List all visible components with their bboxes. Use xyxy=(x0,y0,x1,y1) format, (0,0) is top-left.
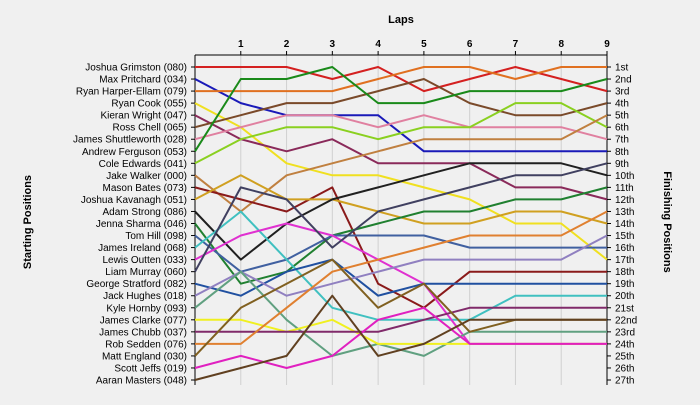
finish-position-label: 13th xyxy=(615,207,634,218)
driver-label: Adam Strong (086) xyxy=(103,207,188,218)
finish-position-label: 9th xyxy=(615,159,629,170)
driver-label: Liam Murray (060) xyxy=(105,267,187,278)
finish-position-label: 17th xyxy=(615,255,634,266)
driver-label: Ryan Harper-Ellam (079) xyxy=(76,87,187,98)
driver-label: Joshua Kavanagh (051) xyxy=(81,195,187,206)
finish-position-label: 24th xyxy=(615,339,634,350)
lap-tick-label: 3 xyxy=(330,39,336,50)
driver-label: Andrew Ferguson (053) xyxy=(82,147,187,158)
finish-position-label: 19th xyxy=(615,279,634,290)
finish-position-label: 25th xyxy=(615,351,634,362)
driver-label: Aaran Masters (048) xyxy=(96,376,187,387)
series-line-16 xyxy=(194,210,607,321)
y-axis-title-right: Finishing Positions xyxy=(661,171,673,272)
finish-position-label: 23rd xyxy=(615,327,635,338)
driver-label: George Stratford (082) xyxy=(86,279,187,290)
driver-label: Jack Hughes (018) xyxy=(103,291,187,302)
finish-position-label: 3rd xyxy=(615,87,629,98)
finish-position-label: 10th xyxy=(615,171,634,182)
series-line-23 xyxy=(195,306,607,333)
finish-position-label: 1st xyxy=(615,63,629,74)
driver-label: Lewis Outten (033) xyxy=(103,255,188,266)
finish-position-label: 21st xyxy=(615,303,634,314)
finish-position-label: 6th xyxy=(615,123,629,134)
series-line-13 xyxy=(194,162,608,261)
lap-tick-label: 4 xyxy=(375,39,381,50)
lap-tick-label: 9 xyxy=(604,39,610,50)
series-line-27 xyxy=(194,294,607,381)
driver-label: Tom Hill (098) xyxy=(125,231,187,242)
series-line-3 xyxy=(195,66,607,93)
driver-label: Mason Bates (073) xyxy=(103,183,188,194)
series-line-9 xyxy=(194,102,608,165)
driver-label: James Clarke (077) xyxy=(100,315,187,326)
finish-position-label: 20th xyxy=(615,291,634,302)
plot-area: 1 2 3 4 5 6 7 8 9 Joshua Grimston (080)Max Pritch… xyxy=(73,39,637,387)
series-line-8 xyxy=(194,66,608,152)
series-line-6 xyxy=(194,78,608,129)
driver-label: James Shuttleworth (028) xyxy=(73,135,187,146)
x-axis-title: Laps xyxy=(388,14,414,26)
finish-position-label: 14th xyxy=(615,219,634,230)
y-axis-title-left: Starting Positions xyxy=(22,175,34,269)
driver-label: James Ireland (068) xyxy=(98,243,187,254)
finish-position-label: 8th xyxy=(615,147,629,158)
finish-position-label: 7th xyxy=(615,135,629,146)
series-line-24 xyxy=(195,210,608,345)
finish-position-label: 15th xyxy=(615,231,634,242)
driver-label: Ryan Cook (055) xyxy=(111,99,187,110)
finish-position-label: 16th xyxy=(615,243,634,254)
driver-label: Ross Chell (065) xyxy=(113,123,187,134)
driver-label: Jenna Sharma (046) xyxy=(96,219,187,230)
finish-position-label: 5th xyxy=(615,111,629,122)
series-line-14 xyxy=(194,186,608,285)
driver-label: Joshua Grimston (080) xyxy=(85,63,187,74)
lap-tick-label: 2 xyxy=(284,39,290,50)
series-line-18 xyxy=(194,162,608,273)
finish-position-label: 4th xyxy=(615,99,629,110)
driver-label: Kieran Wright (047) xyxy=(100,111,187,122)
driver-label: Matt England (030) xyxy=(102,351,187,362)
lap-tick-label: 1 xyxy=(238,39,244,50)
finish-position-label: 12th xyxy=(615,195,634,206)
finish-position-label: 11th xyxy=(615,183,634,194)
driver-label: Cole Edwards (041) xyxy=(99,159,187,170)
series-line-5 xyxy=(194,114,608,201)
driver-label: Max Pritchard (034) xyxy=(99,75,187,86)
lap-tick-label: 5 xyxy=(421,39,427,50)
finish-position-label: 2nd xyxy=(615,75,632,86)
driver-label: Jake Walker (000) xyxy=(106,171,187,182)
lap-tick-label: 8 xyxy=(558,39,564,50)
finish-position-label: 26th xyxy=(615,363,634,374)
driver-label: Rob Sedden (076) xyxy=(105,339,187,350)
finish-position-label: 27th xyxy=(615,376,634,387)
finish-position-label: 18th xyxy=(615,267,634,278)
driver-label: Scott Jeffs (019) xyxy=(114,363,187,374)
finish-position-label: 22nd xyxy=(615,315,637,326)
series-line-15 xyxy=(194,234,607,273)
series-line-20 xyxy=(194,234,608,297)
series-line-7 xyxy=(194,114,608,141)
driver-label: James Chubb (037) xyxy=(99,327,187,338)
lap-tick-label: 6 xyxy=(467,39,473,50)
driver-label: Kyle Hornby (093) xyxy=(106,303,187,314)
lap-tick-label: 7 xyxy=(513,39,519,50)
